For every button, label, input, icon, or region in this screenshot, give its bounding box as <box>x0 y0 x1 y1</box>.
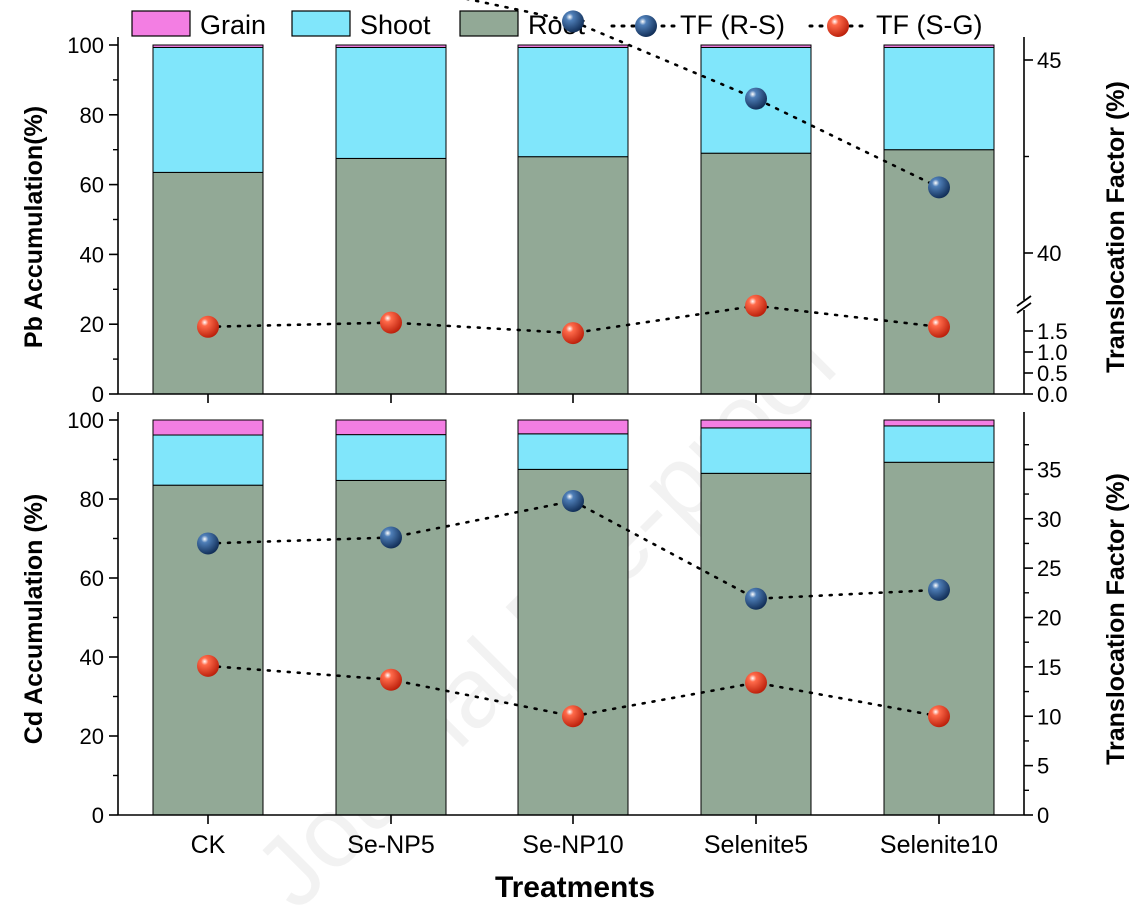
pb-y-tick-label-80: 80 <box>80 103 104 128</box>
cd-y-tick-label-20: 20 <box>80 724 104 749</box>
cd-y2-tick-label-35: 35 <box>1037 457 1061 482</box>
cd-bar-shoot-selenite5 <box>700 427 812 474</box>
cd-bar-grain-se-np10 <box>517 419 629 435</box>
cd-y2-tick-label-20: 20 <box>1037 606 1061 631</box>
cd-bar-grain-ck <box>152 419 264 436</box>
legend-label-tf-sg: TF (S-G) <box>876 10 982 40</box>
pb-y2-tick-label-45: 45 <box>1037 48 1061 73</box>
pb-bar-grain-selenite10 <box>883 44 995 48</box>
pb-bar-root-selenite5 <box>700 152 812 395</box>
cd-bar-shoot-se-np10 <box>517 433 629 470</box>
cd-point-tf-r-s-se-np5 <box>380 526 402 549</box>
pb-point-tf-s-g-se-np10 <box>562 322 584 345</box>
cd-bar-root-se-np10 <box>517 468 629 816</box>
cd-y-tick-label-0: 0 <box>92 803 104 828</box>
cd-bar-shoot-selenite10 <box>883 425 995 463</box>
cd-bar-grain-se-np5 <box>335 419 447 436</box>
cd-point-tf-s-g-selenite5 <box>745 671 767 694</box>
cd-point-tf-r-s-selenite10 <box>928 578 950 601</box>
legend-swatch-root <box>459 10 519 37</box>
legend-label-shoot: Shoot <box>360 10 431 40</box>
pb-y-tick-label-0: 0 <box>92 382 104 407</box>
cd-point-tf-s-g-se-np5 <box>380 668 402 691</box>
legend-swatch-shoot <box>291 10 351 37</box>
cd-point-tf-s-g-se-np10 <box>562 705 584 728</box>
pb-bar-shoot-se-np5 <box>335 46 447 159</box>
pb-y2-axis-break <box>1016 295 1032 314</box>
cd-point-tf-r-s-se-np10 <box>562 489 584 512</box>
legend-swatch-grain <box>131 10 191 37</box>
x-axis-title: Treatments <box>495 871 655 904</box>
pb-y2-tick-label-1-0: 1.0 <box>1037 340 1068 365</box>
pb-y2-tick-label-0-0: 0.0 <box>1037 382 1068 407</box>
pb-bar-grain-ck <box>152 44 264 48</box>
pb-y-axis-title: Pb Accumulation(%) <box>20 106 48 348</box>
pb-y2-tick-label-0-5: 0.5 <box>1037 361 1068 386</box>
cd-point-tf-r-s-ck <box>197 532 219 555</box>
pb-y2-break-mark-lower <box>1016 302 1032 314</box>
pb-bar-shoot-ck <box>152 46 264 173</box>
x-tick-label-se-np5: Se-NP5 <box>347 831 435 859</box>
pb-point-tf-s-g-selenite10 <box>928 315 950 338</box>
cd-y-tick-label-40: 40 <box>80 645 104 670</box>
cd-bar-grain-selenite10 <box>883 419 995 427</box>
legend: Grain Shoot Root TF (R-S) TF (S-G) <box>131 10 982 40</box>
cd-y2-tick-label-30: 30 <box>1037 507 1061 532</box>
pb-bar-shoot-selenite10 <box>883 46 995 151</box>
pb-point-tf-s-g-se-np5 <box>380 311 402 334</box>
pb-point-tf-r-s-selenite10 <box>928 176 950 199</box>
pb-y2-tick-label-1-5: 1.5 <box>1037 319 1068 344</box>
legend-marker-tf-rs <box>635 15 657 37</box>
pb-y2-axis-title: Translocation Factor (%) <box>1102 81 1130 373</box>
pb-bar-grain-se-np10 <box>517 44 629 48</box>
pb-bar-shoot-se-np10 <box>517 46 629 158</box>
x-tick-label-se-np10: Se-NP10 <box>522 831 623 859</box>
legend-marker-tf-sg <box>827 15 849 37</box>
pb-bar-root-se-np5 <box>335 157 447 395</box>
pb-bar-grain-selenite5 <box>700 44 812 48</box>
x-tick-label-selenite5: Selenite5 <box>704 831 808 859</box>
pb-y-tick-label-40: 40 <box>80 242 104 267</box>
cd-y2-tick-label-10: 10 <box>1037 704 1061 729</box>
pb-point-tf-s-g-ck <box>197 315 219 338</box>
cd-y2-tick-label-0: 0 <box>1037 803 1049 828</box>
cd-y2-tick-label-25: 25 <box>1037 556 1061 581</box>
cd-y2-tick-label-15: 15 <box>1037 655 1061 680</box>
cd-bar-grain-selenite5 <box>700 419 812 429</box>
cd-bar-shoot-se-np5 <box>335 434 447 481</box>
cd-y2-axis-title: Translocation Factor (%) <box>1102 473 1130 765</box>
cd-point-tf-r-s-selenite5 <box>745 587 767 610</box>
pb-point-tf-r-s-selenite5 <box>745 87 767 110</box>
pb-y-tick-label-100: 100 <box>67 33 104 58</box>
cd-y2-tick-label-5: 5 <box>1037 754 1049 779</box>
legend-label-grain: Grain <box>200 10 266 40</box>
pb-y-tick-label-60: 60 <box>80 173 104 198</box>
pb-y2-tick-label-40: 40 <box>1037 241 1061 266</box>
cd-bar-root-selenite10 <box>883 461 995 816</box>
x-tick-label-ck: CK <box>191 831 226 859</box>
x-tick-label-selenite10: Selenite10 <box>880 831 998 859</box>
legend-label-tf-rs: TF (R-S) <box>680 10 785 40</box>
cd-bar-root-selenite5 <box>700 472 812 816</box>
pb-bar-root-ck <box>152 171 264 395</box>
cd-point-tf-s-g-selenite10 <box>928 705 950 728</box>
cd-bar-shoot-ck <box>152 434 264 486</box>
pb-bar-grain-se-np5 <box>335 44 447 48</box>
cd-y-tick-label-100: 100 <box>67 408 104 433</box>
pb-y2-break-gap <box>1020 300 1028 310</box>
pb-bar-root-se-np10 <box>517 156 629 395</box>
cd-y-tick-label-60: 60 <box>80 566 104 591</box>
cd-panel: 0 20 40 60 80 100 0 5 10 15 20 25 30 35 CK Se-NP5 Se-NP1… <box>20 408 1130 859</box>
pb-y2-break-mark-upper <box>1016 295 1032 307</box>
cd-y-tick-label-80: 80 <box>80 487 104 512</box>
pb-point-tf-r-s-se-np10 <box>562 10 584 33</box>
pb-point-tf-s-g-selenite5 <box>745 294 767 317</box>
pb-y-tick-label-20: 20 <box>80 312 104 337</box>
cd-point-tf-s-g-ck <box>197 654 219 677</box>
cd-y-axis-title: Cd Accumulation (%) <box>20 494 48 744</box>
pb-line-tf-s-g <box>206 304 941 335</box>
